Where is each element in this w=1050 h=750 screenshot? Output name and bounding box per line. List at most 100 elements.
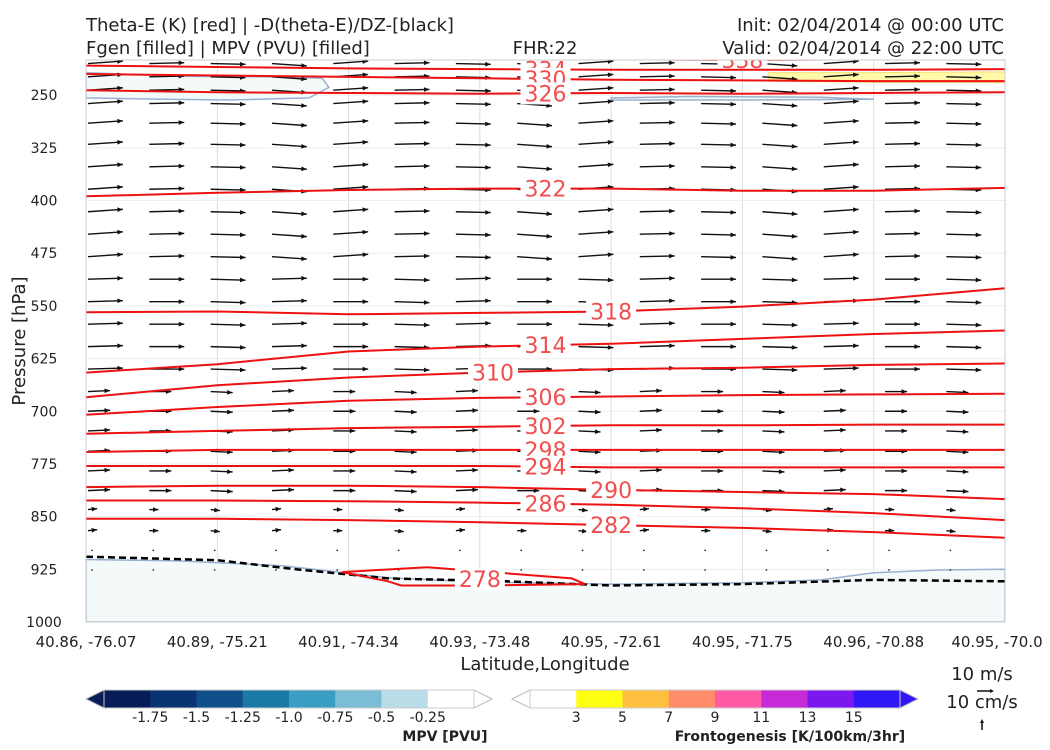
wind-vector — [823, 73, 859, 78]
wind-vector-head — [288, 487, 294, 493]
wind-vector — [455, 277, 491, 280]
wind-vector-head — [975, 61, 982, 67]
wind-vector-head — [288, 467, 294, 473]
wind-vector — [639, 102, 675, 105]
wind-vector — [87, 231, 123, 235]
wind-vector — [762, 368, 798, 371]
wind-vector-head — [669, 73, 675, 79]
wind-vector-head — [485, 320, 491, 326]
colorbar-swatch — [530, 690, 577, 708]
colorbar-frontogenesis: 3 5 7 9 11 13 15 — [510, 689, 920, 726]
wind-vector — [455, 143, 491, 146]
wind-vector-head — [669, 231, 675, 236]
plot-area: 3383343303263223183143103063022982942902… — [85, 59, 1006, 623]
wind-vector-head — [853, 60, 859, 64]
wind-vector-head — [791, 345, 798, 350]
wind-vector-head — [717, 408, 724, 414]
wind-vector-head — [117, 184, 123, 190]
wind-vector-head — [594, 469, 601, 475]
wind-vector — [946, 323, 982, 326]
wind-vector-head — [410, 469, 417, 475]
wind-vector-head — [239, 165, 246, 170]
wind-vector-head — [669, 208, 675, 214]
wind-vector-head — [852, 118, 859, 124]
wind-vector-head — [730, 344, 737, 349]
wind-vector-head — [178, 208, 185, 214]
wind-vector-head — [485, 165, 491, 170]
wind-vector — [946, 256, 982, 259]
wind-vector — [762, 345, 798, 349]
wind-vector-head — [104, 487, 111, 493]
wind-vector — [87, 253, 123, 258]
wind-vector — [578, 278, 614, 281]
wind-vector-head — [975, 121, 982, 127]
wind-vector — [578, 100, 614, 105]
wind-vector-head — [423, 60, 430, 66]
wind-vector-head — [362, 276, 369, 282]
wind-vector-dot — [826, 569, 829, 571]
wind-vector-head — [117, 276, 123, 281]
wind-vector — [455, 166, 491, 169]
wind-vector-head — [275, 506, 282, 512]
wind-vector — [394, 232, 430, 235]
wind-vector — [210, 368, 246, 371]
wind-vector-head — [975, 165, 982, 170]
wind-vector-head — [975, 277, 982, 283]
theta-e-label: 326 — [525, 82, 567, 107]
wind-vector-head — [914, 344, 920, 349]
wind-vector-head — [91, 527, 98, 533]
wind-vector-head — [104, 427, 111, 433]
wind-vector-head — [239, 187, 246, 193]
theta-e-label: 314 — [525, 334, 567, 359]
wind-vector — [333, 253, 369, 258]
wind-vector — [517, 143, 553, 148]
wind-vector-head — [362, 321, 369, 327]
dtheta-dz-dashed-line — [86, 555, 1005, 587]
theta-e-label-bg — [586, 300, 637, 323]
wind-vector-head — [607, 322, 614, 328]
wind-vector — [271, 122, 307, 127]
wind-vector-head — [607, 118, 614, 124]
colorbar-swatch — [668, 690, 716, 708]
wind-vector-head — [336, 528, 343, 534]
wind-vector — [701, 256, 737, 259]
wind-vector-head — [214, 528, 220, 534]
wind-vector-head — [730, 165, 737, 170]
wind-vector — [762, 122, 798, 127]
wind-vector — [946, 102, 982, 106]
wind-vector — [149, 232, 185, 235]
wind-vector-head — [472, 467, 478, 473]
wind-vector-head — [227, 489, 233, 494]
colorbar-swatch — [427, 690, 475, 708]
wind-vector — [394, 88, 430, 91]
wind-vector-head — [791, 122, 798, 128]
wind-vector-head — [485, 232, 491, 238]
wind-vector-head — [975, 210, 982, 215]
wind-vector-head — [214, 507, 220, 513]
theta-e-label-bg — [454, 568, 505, 591]
wind-vector-head — [962, 489, 969, 494]
wind-vector-head — [533, 408, 540, 414]
wind-vector-head — [349, 468, 356, 474]
wind-vector-head — [669, 253, 675, 259]
wind-vector-head — [239, 255, 246, 260]
wind-vector-head — [901, 488, 908, 493]
wind-vector — [271, 62, 307, 67]
wind-vector — [87, 186, 123, 190]
wind-vector-head — [975, 345, 982, 350]
wind-vector — [639, 75, 675, 78]
wind-vector — [946, 143, 982, 146]
wind-vector — [946, 166, 982, 169]
wind-vector-head — [349, 389, 356, 394]
wind-vector-head — [975, 142, 982, 148]
reference-horizontal-arrowhead — [990, 689, 994, 693]
theta-e-label-bg — [520, 415, 571, 438]
mpv-region — [610, 95, 874, 101]
wind-vector-head — [178, 87, 185, 92]
wind-vector-head — [901, 389, 908, 394]
wind-vector-head — [791, 166, 798, 172]
wind-vector-head — [362, 139, 369, 145]
wind-vector — [823, 277, 859, 280]
wind-vector — [210, 233, 246, 236]
wind-vector-head — [239, 61, 246, 67]
